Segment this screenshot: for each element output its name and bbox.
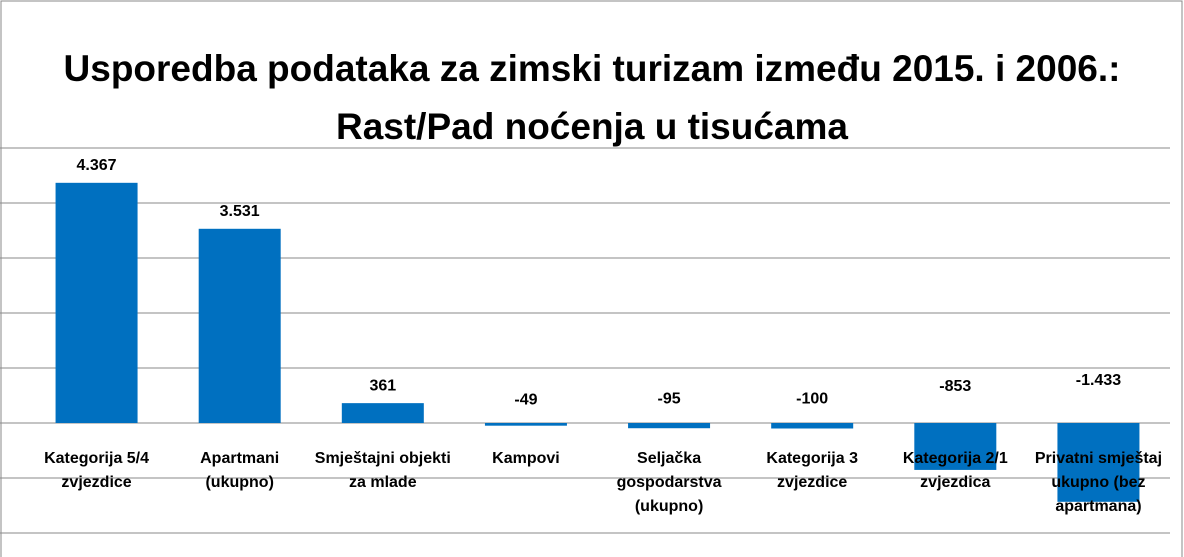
x-tick-label: Privatni smještaj ukupno (bez apartmana) (1034, 450, 1163, 515)
x-tick-label: Seljačka gospodarstva (ukupno) (616, 450, 722, 515)
data-label: -100 (796, 391, 828, 408)
x-tick-label: Kategorija 2/1 zvjezdica (902, 450, 1008, 491)
bar (198, 228, 281, 423)
x-tick-label: Kampovi (492, 450, 560, 467)
bar (771, 423, 854, 429)
bar (341, 403, 424, 423)
x-tick-label: Kategorija 3 zvjezdice (766, 450, 858, 491)
x-tick-label: Kategorija 5/4 zvjezdice (44, 450, 150, 491)
data-label: 3.531 (220, 203, 260, 220)
bar (628, 423, 711, 429)
chart-title: Usporedba podataka za zimski turizam izm… (63, 48, 1121, 147)
bar (1057, 423, 1140, 502)
data-label: -1.433 (1076, 372, 1121, 389)
x-tick-label: Smještajni objekti za mlade (314, 450, 451, 491)
data-label: -95 (658, 391, 681, 408)
data-label: -49 (514, 391, 537, 408)
x-tick-label: Apartmani (ukupno) (200, 450, 280, 491)
bar (484, 423, 567, 426)
data-label: 361 (369, 377, 396, 394)
data-label: 4.367 (77, 157, 117, 174)
bar (55, 182, 138, 423)
data-label: -853 (939, 378, 971, 395)
bar (914, 423, 997, 470)
